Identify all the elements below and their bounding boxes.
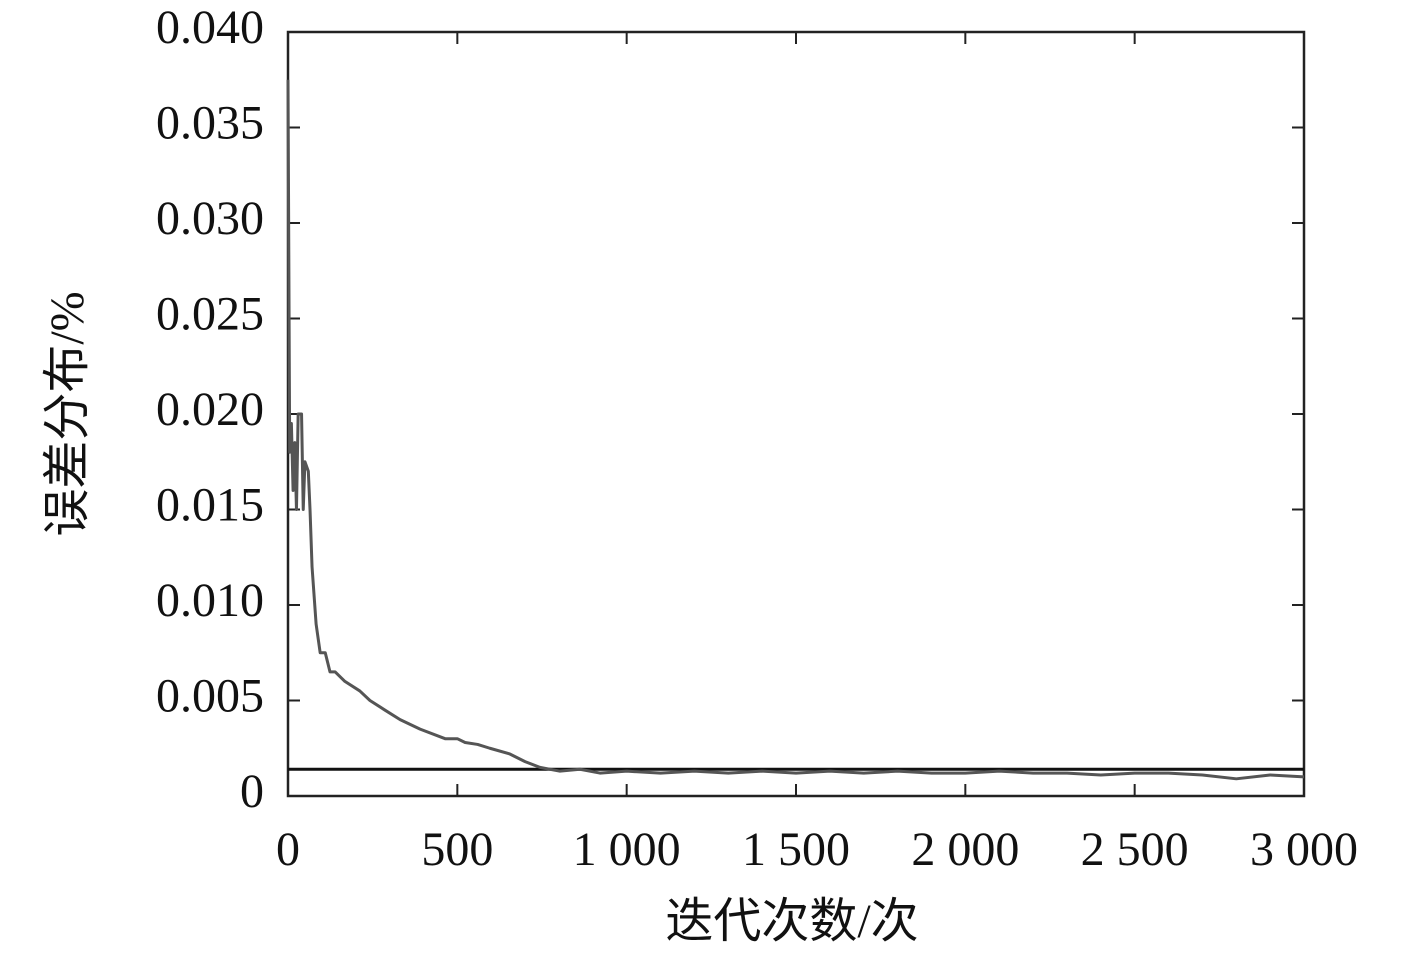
data-line (286, 79, 1305, 781)
plot-frame (286, 30, 1306, 798)
x-tick-label: 2 500 (1081, 823, 1189, 876)
y-tick-label: 0.010 (156, 574, 264, 627)
x-tick-label: 2 000 (911, 823, 1019, 876)
x-tick-label: 500 (421, 823, 493, 876)
x-tick-label: 1 000 (573, 823, 681, 876)
y-tick-label: 0.025 (156, 288, 264, 341)
y-tick-label: 0.020 (156, 383, 264, 436)
y-tick-label: 0.015 (156, 479, 264, 532)
x-tick-label: 1 500 (742, 823, 850, 876)
y-tick-label: 0.005 (156, 670, 264, 723)
y-tick-label: 0.035 (156, 97, 264, 150)
y-axis-label: 误差分布/% (41, 291, 94, 536)
y-tick-label: 0.030 (156, 192, 264, 245)
y-tick-label: 0 (240, 765, 264, 818)
x-tick-label: 0 (276, 823, 300, 876)
x-axis-label: 迭代次数/次 (665, 895, 918, 948)
y-tick-label: 0.040 (156, 1, 264, 54)
x-tick-label: 3 000 (1250, 823, 1358, 876)
